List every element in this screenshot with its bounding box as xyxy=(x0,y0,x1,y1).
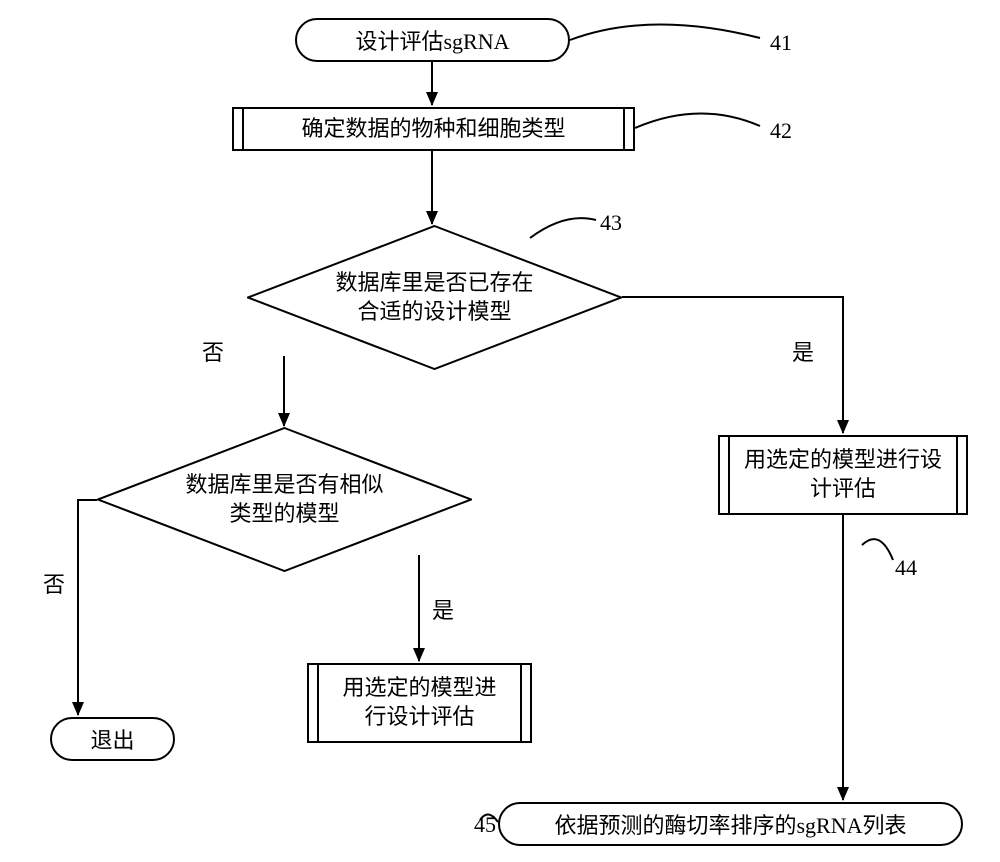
node-text: 用选定的模型进行设 计评估 xyxy=(744,446,942,503)
flowchart-canvas: 设计评估sgRNA 确定数据的物种和细胞类型 数据库里是否已存在 合适的设计模型… xyxy=(0,0,1000,862)
callout-44: 44 xyxy=(895,555,917,581)
node-text: 依据预测的酶切率排序的sgRNA列表 xyxy=(554,808,906,840)
edge-label-yes-1: 是 xyxy=(792,335,814,367)
node-process-species: 确定数据的物种和细胞类型 xyxy=(232,107,635,151)
edge-label-no-2: 否 xyxy=(43,567,65,599)
node-text: 数据库里是否有相似 类型的模型 xyxy=(185,471,383,528)
callout-43: 43 xyxy=(600,210,622,236)
edge-label-no-1: 否 xyxy=(202,335,224,367)
node-text: 用选定的模型进 行设计评估 xyxy=(342,674,496,731)
callout-41: 41 xyxy=(770,30,792,56)
node-text: 退出 xyxy=(90,723,134,755)
node-text: 数据库里是否已存在 合适的设计模型 xyxy=(335,269,533,326)
callout-42: 42 xyxy=(770,118,792,144)
node-text: 设计评估sgRNA xyxy=(355,24,509,56)
node-output-terminator: 依据预测的酶切率排序的sgRNA列表 xyxy=(498,802,963,846)
edge-label-yes-2: 是 xyxy=(432,593,454,625)
callout-45: 45 xyxy=(474,812,496,838)
node-text: 确定数据的物种和细胞类型 xyxy=(301,115,565,144)
node-decision-model-exists: 数据库里是否已存在 合适的设计模型 xyxy=(247,225,622,370)
node-process-evaluate-similar: 用选定的模型进 行设计评估 xyxy=(307,663,532,743)
node-start-terminator: 设计评估sgRNA xyxy=(295,18,570,62)
node-exit-terminator: 退出 xyxy=(50,717,175,761)
node-process-evaluate-selected: 用选定的模型进行设 计评估 xyxy=(718,435,968,515)
node-decision-similar-model: 数据库里是否有相似 类型的模型 xyxy=(97,427,472,572)
